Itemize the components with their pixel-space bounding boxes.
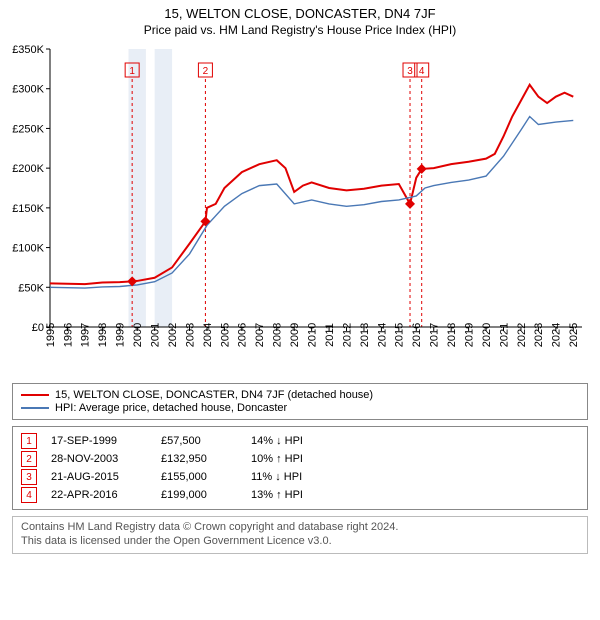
sale-price: £155,000 — [161, 471, 251, 483]
sale-date: 22-APR-2016 — [51, 489, 161, 501]
svg-text:£250K: £250K — [12, 123, 44, 135]
svg-text:2019: 2019 — [463, 323, 475, 347]
sale-index-badge: 1 — [21, 433, 37, 449]
attribution-line1: Contains HM Land Registry data © Crown c… — [21, 521, 579, 535]
legend-label: 15, WELTON CLOSE, DONCASTER, DN4 7JF (de… — [55, 389, 373, 401]
svg-text:1998: 1998 — [97, 323, 109, 347]
svg-text:2012: 2012 — [341, 323, 353, 347]
sale-row: 2 28-NOV-2003£132,95010% ↑ HPI — [21, 451, 579, 467]
svg-text:2016: 2016 — [411, 323, 423, 347]
svg-text:2024: 2024 — [551, 323, 563, 347]
svg-text:2020: 2020 — [481, 323, 493, 347]
svg-text:2013: 2013 — [359, 323, 371, 347]
svg-text:1999: 1999 — [115, 323, 127, 347]
sales-table: 1 17-SEP-1999£57,50014% ↓ HPI 2 28-NOV-2003… — [12, 426, 588, 510]
sale-price: £57,500 — [161, 435, 251, 447]
sale-price: £132,950 — [161, 453, 251, 465]
svg-text:2003: 2003 — [184, 323, 196, 347]
svg-text:2022: 2022 — [516, 323, 528, 347]
chart-container: 1 2 34 £0 £50K £100K £150K £200K £250K £300K £350K… — [0, 37, 600, 377]
sale-price: £199,000 — [161, 489, 251, 501]
svg-text:£200K: £200K — [12, 163, 44, 175]
legend-label: HPI: Average price, detached house, Donc… — [55, 402, 287, 414]
sale-row: 3 21-AUG-2015£155,00011% ↓ HPI — [21, 469, 579, 485]
sale-date: 21-AUG-2015 — [51, 471, 161, 483]
svg-text:3: 3 — [407, 66, 413, 77]
svg-text:1995: 1995 — [45, 323, 57, 347]
price-chart: 1 2 34 £0 £50K £100K £150K £200K £250K £300K £350K… — [0, 37, 590, 377]
title-block: 15, WELTON CLOSE, DONCASTER, DN4 7JF Pri… — [0, 0, 600, 37]
svg-text:£0: £0 — [32, 322, 44, 334]
sale-index-badge: 4 — [21, 487, 37, 503]
svg-text:2015: 2015 — [394, 323, 406, 347]
svg-text:£50K: £50K — [18, 282, 44, 294]
svg-text:1996: 1996 — [62, 323, 74, 347]
svg-text:2007: 2007 — [254, 323, 266, 347]
sale-delta: 14% ↓ HPI — [251, 435, 341, 447]
svg-text:2025: 2025 — [568, 323, 580, 347]
sale-row: 1 17-SEP-1999£57,50014% ↓ HPI — [21, 433, 579, 449]
sale-index-badge: 2 — [21, 451, 37, 467]
sale-date: 28-NOV-2003 — [51, 453, 161, 465]
svg-text:2000: 2000 — [132, 323, 144, 347]
sale-date: 17-SEP-1999 — [51, 435, 161, 447]
svg-text:2008: 2008 — [272, 323, 284, 347]
svg-text:£350K: £350K — [12, 44, 44, 56]
svg-text:2001: 2001 — [150, 323, 162, 347]
sale-delta: 10% ↑ HPI — [251, 453, 341, 465]
svg-text:2: 2 — [203, 66, 209, 77]
svg-text:2009: 2009 — [289, 323, 301, 347]
svg-text:£300K: £300K — [12, 84, 44, 96]
legend-row: HPI: Average price, detached house, Donc… — [21, 402, 579, 414]
svg-text:2023: 2023 — [533, 323, 545, 347]
sale-row: 4 22-APR-2016£199,00013% ↑ HPI — [21, 487, 579, 503]
svg-text:2002: 2002 — [167, 323, 179, 347]
svg-text:2010: 2010 — [306, 323, 318, 347]
attribution: Contains HM Land Registry data © Crown c… — [12, 516, 588, 554]
sale-delta: 13% ↑ HPI — [251, 489, 341, 501]
svg-text:2018: 2018 — [446, 323, 458, 347]
legend-swatch — [21, 407, 49, 409]
svg-text:1997: 1997 — [80, 323, 92, 347]
svg-text:2014: 2014 — [376, 323, 388, 347]
svg-text:2021: 2021 — [498, 323, 510, 347]
svg-text:2005: 2005 — [219, 323, 231, 347]
svg-text:£150K: £150K — [12, 203, 44, 215]
sale-index-badge: 3 — [21, 469, 37, 485]
legend-swatch — [21, 394, 49, 396]
title-address: 15, WELTON CLOSE, DONCASTER, DN4 7JF — [0, 6, 600, 21]
svg-text:£100K: £100K — [12, 243, 44, 255]
title-subtitle: Price paid vs. HM Land Registry's House … — [0, 23, 600, 37]
svg-text:2017: 2017 — [429, 323, 441, 347]
attribution-line2: This data is licensed under the Open Gov… — [21, 535, 579, 549]
svg-text:2006: 2006 — [237, 323, 249, 347]
svg-text:4: 4 — [419, 66, 425, 77]
svg-text:1: 1 — [129, 66, 135, 77]
legend-row: 15, WELTON CLOSE, DONCASTER, DN4 7JF (de… — [21, 389, 579, 401]
sale-delta: 11% ↓ HPI — [251, 471, 341, 483]
legend: 15, WELTON CLOSE, DONCASTER, DN4 7JF (de… — [12, 383, 588, 420]
svg-text:2004: 2004 — [202, 323, 214, 347]
